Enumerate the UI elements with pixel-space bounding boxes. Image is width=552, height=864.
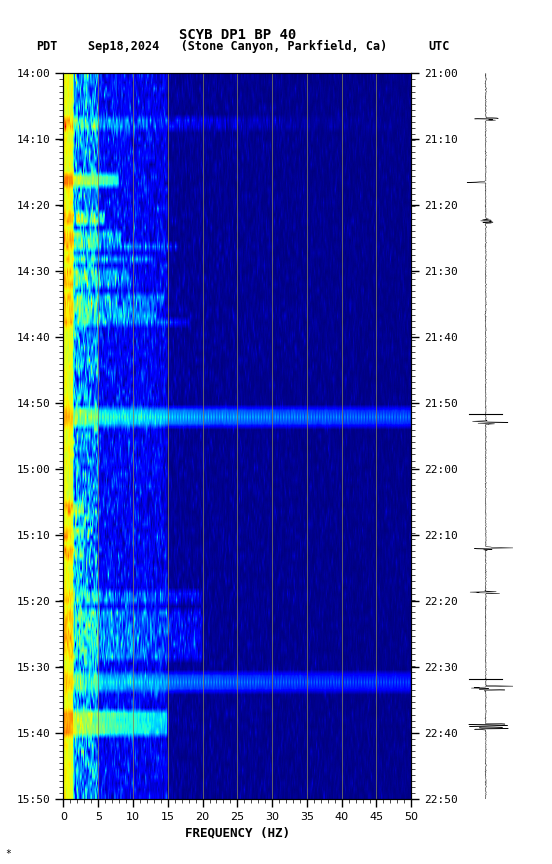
- X-axis label: FREQUENCY (HZ): FREQUENCY (HZ): [185, 827, 290, 840]
- Text: *: *: [6, 849, 12, 859]
- Text: UTC: UTC: [428, 40, 449, 53]
- Text: Sep18,2024   (Stone Canyon, Parkfield, Ca): Sep18,2024 (Stone Canyon, Parkfield, Ca): [88, 40, 387, 53]
- Text: PDT: PDT: [36, 40, 57, 53]
- Text: SCYB DP1 BP 40: SCYB DP1 BP 40: [179, 28, 296, 41]
